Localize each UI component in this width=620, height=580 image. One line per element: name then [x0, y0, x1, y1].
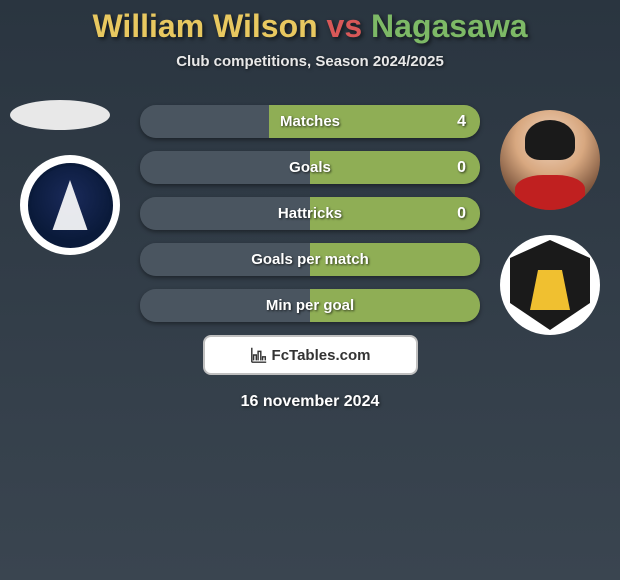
stat-label: Min per goal — [266, 297, 354, 314]
stat-value-right: 0 — [457, 205, 466, 223]
melbourne-victory-crest — [28, 163, 113, 248]
stat-row: Matches 4 — [140, 105, 480, 138]
stat-label: Matches — [280, 113, 340, 130]
stat-row: Goals 0 — [140, 151, 480, 184]
stat-label: Goals per match — [251, 251, 369, 268]
stat-row: Goals per match — [140, 243, 480, 276]
stat-label: Goals — [289, 159, 331, 176]
date-text: 16 november 2024 — [0, 393, 620, 411]
stat-value-right: 4 — [457, 113, 466, 131]
brand-text: FcTables.com — [272, 347, 371, 364]
player1-club-badge — [20, 155, 120, 255]
wellington-phoenix-crest — [510, 240, 590, 330]
brand-badge[interactable]: FcTables.com — [203, 335, 418, 375]
player2-club-badge — [500, 235, 600, 335]
stat-row: Min per goal — [140, 289, 480, 322]
player2-name: Nagasawa — [371, 8, 528, 44]
player1-avatar — [10, 100, 110, 130]
chart-icon — [250, 346, 268, 364]
player2-avatar — [500, 110, 600, 210]
stats-container: Matches 4 Goals 0 Hattricks 0 Goals per match M… — [140, 100, 480, 322]
comparison-title: William Wilson vs Nagasawa — [0, 0, 620, 45]
stat-row: Hattricks 0 — [140, 197, 480, 230]
vs-text: vs — [327, 8, 363, 44]
stat-value-right: 0 — [457, 159, 466, 177]
content-area: Matches 4 Goals 0 Hattricks 0 Goals per match M… — [0, 100, 620, 411]
stat-label: Hattricks — [278, 205, 342, 222]
player1-name: William Wilson — [92, 8, 317, 44]
subtitle: Club competitions, Season 2024/2025 — [0, 53, 620, 70]
